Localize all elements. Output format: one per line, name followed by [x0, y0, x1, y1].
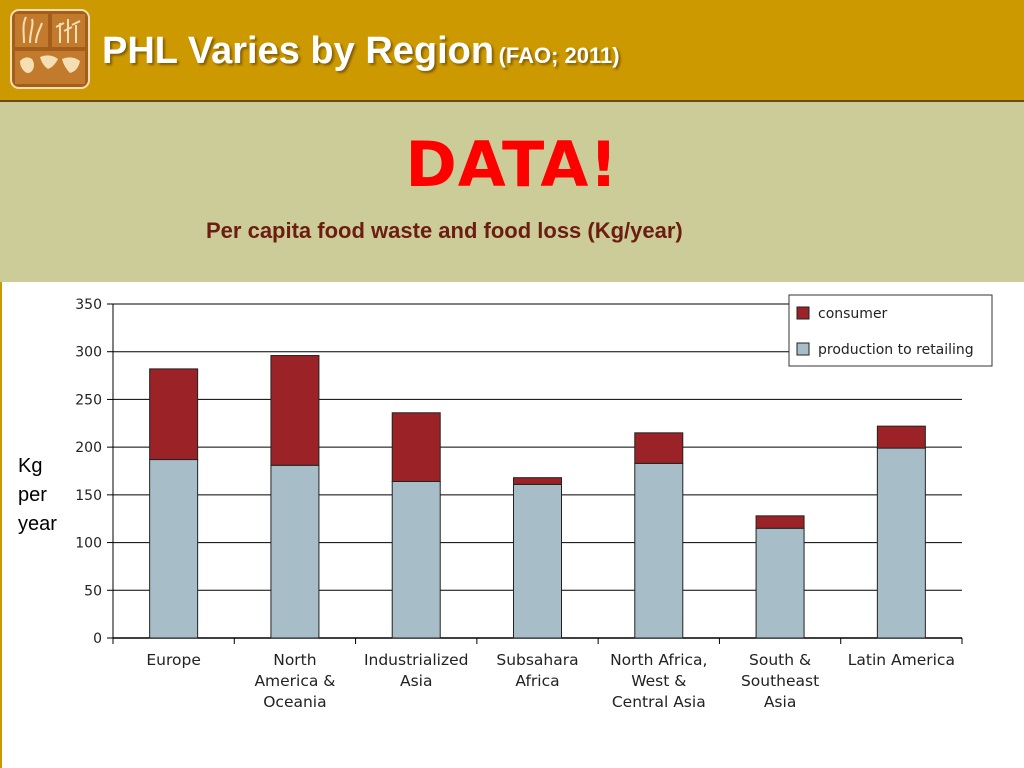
y-tick-label: 350	[75, 297, 102, 313]
bar-production-to-retailing	[755, 527, 805, 639]
title-text: PHL Varies by Region	[102, 30, 495, 72]
legend-swatch-consumer	[796, 306, 810, 320]
headline-band	[0, 102, 1024, 282]
stacked-bar-chart: 0 50 100 150 200 250 300 350 Europe North America …	[75, 294, 993, 711]
agriculture-world-map-icon	[10, 9, 90, 89]
y-tick-label: 150	[75, 488, 102, 504]
bar-consumer	[876, 425, 926, 449]
bar-production-to-retailing	[634, 462, 684, 639]
legend-swatch-production-to-retailing	[796, 342, 810, 356]
y-label-line-1: Kg	[18, 455, 43, 477]
y-tick-label: 200	[75, 440, 102, 456]
bar-consumer	[149, 368, 199, 461]
bar-consumer	[634, 432, 684, 464]
y-tick-label: 250	[75, 392, 102, 408]
x-tick-label: North Africa, West & Central Asia	[610, 651, 707, 711]
x-tick-label: Latin America	[848, 651, 955, 669]
title-bar: PHL Varies by Region (FAO; 2011)	[0, 0, 1024, 102]
y-label-line-3: year	[18, 513, 57, 535]
legend-label-production-to-retailing: production to retailing	[818, 342, 974, 358]
x-tick-label: Subsahara Africa	[496, 651, 578, 690]
bar-production-to-retailing	[391, 480, 441, 639]
x-tick-label: South & Southeast Asia	[741, 651, 819, 711]
headline: DATA!	[405, 128, 619, 201]
bar-production-to-retailing	[876, 447, 926, 639]
left-accent-rule	[0, 282, 2, 768]
bar-consumer	[270, 355, 320, 466]
legend-label-consumer: consumer	[818, 306, 888, 322]
y-tick-label: 300	[75, 345, 102, 361]
x-tick-label: Europe	[146, 651, 201, 669]
bar-consumer	[755, 515, 805, 529]
y-axis-side-label: Kg per year	[18, 452, 68, 539]
bar-production-to-retailing	[513, 483, 562, 639]
bar-consumer	[391, 412, 441, 482]
slide-title: PHL Varies by Region (FAO; 2011)	[102, 30, 620, 73]
y-tick-label: 100	[75, 536, 102, 552]
legend-box	[788, 294, 993, 367]
y-tick-label: 50	[84, 583, 102, 599]
y-tick-label: 0	[93, 631, 102, 647]
chart-subtitle: Per capita food waste and food loss (Kg/…	[206, 218, 683, 243]
x-tick-label: North America & Oceania	[254, 651, 335, 711]
bar-production-to-retailing	[270, 464, 320, 639]
bar-consumer	[513, 477, 562, 485]
title-source: (FAO; 2011)	[498, 43, 620, 68]
x-tick-label: Industrialized Asia	[364, 651, 469, 690]
y-label-line-2: per	[18, 484, 47, 506]
bar-production-to-retailing	[149, 459, 199, 639]
